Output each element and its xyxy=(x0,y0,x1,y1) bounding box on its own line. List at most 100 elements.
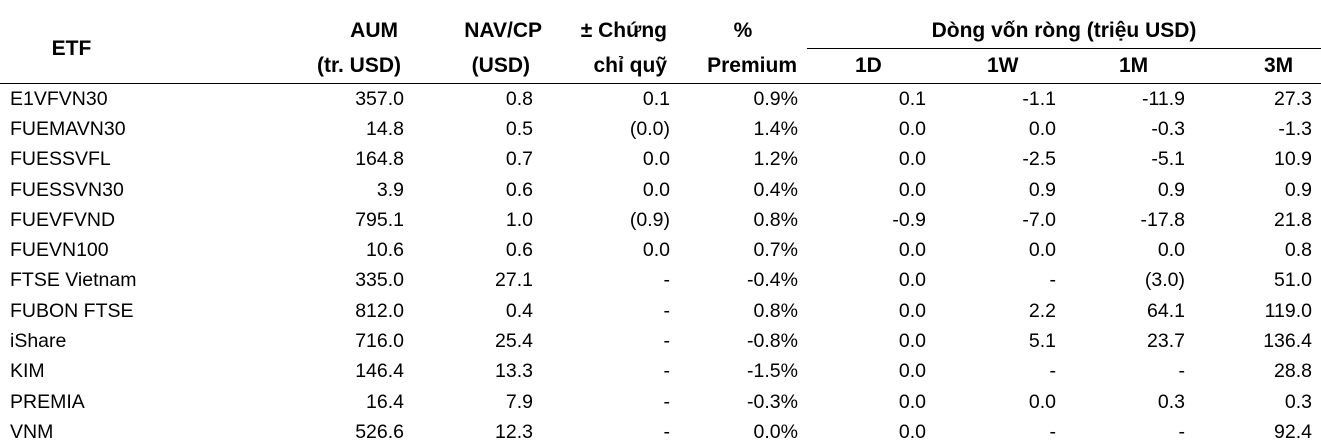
nav-value: 25.4 xyxy=(495,330,533,353)
nav-value: 0.6 xyxy=(505,239,533,262)
nav-value: 0.4 xyxy=(505,299,533,322)
premium-value: 0.9% xyxy=(753,87,798,110)
header-etf: ETF xyxy=(0,14,143,84)
chung-value: - xyxy=(663,269,671,292)
etf-name: FUEVFVND xyxy=(10,208,116,231)
premium-value: 1.2% xyxy=(753,148,798,171)
flow-1m-value: -17.8 xyxy=(1140,208,1185,231)
flow-1d-value: 0.0 xyxy=(898,117,926,140)
flow-1w-value: - xyxy=(1049,420,1057,443)
flow-1m-value: 23.7 xyxy=(1147,330,1185,353)
table-row: FTSE Vietnam 335.0 27.1 - -0.4% 0.0 - (3.0) 51.0 xyxy=(0,266,1321,296)
flow-1d-value: 0.0 xyxy=(898,269,926,292)
chung-value: 0.1 xyxy=(642,87,670,110)
premium-value: 0.7% xyxy=(753,239,798,262)
flow-3m-value: 0.8 xyxy=(1284,239,1312,262)
etf-name: FUEVN100 xyxy=(10,239,109,262)
etf-name: FUBON FTSE xyxy=(10,299,134,322)
etf-name: E1VFVN30 xyxy=(10,87,108,110)
premium-value: 0.8% xyxy=(753,208,798,231)
flow-1m-value: 0.3 xyxy=(1157,390,1185,413)
chung-value: - xyxy=(663,330,671,353)
flow-3m-value: 0.9 xyxy=(1284,178,1312,201)
table-row: KIM 146.4 13.3 - -1.5% 0.0 - - 28.8 xyxy=(0,357,1321,387)
nav-value: 0.6 xyxy=(505,178,533,201)
nav-value: 13.3 xyxy=(495,360,533,383)
flow-1m-value: 0.0 xyxy=(1157,239,1185,262)
aum-value: 526.6 xyxy=(355,420,404,443)
flow-1d-value: 0.1 xyxy=(898,87,926,110)
flow-1w-value: 0.9 xyxy=(1028,178,1056,201)
header-nav-line1: NAV/CP xyxy=(464,19,542,43)
flow-1m-value: -0.3 xyxy=(1151,117,1185,140)
header-row-1: ETF AUM NAV/CP ± Chứng % Dòng vốn ròng (… xyxy=(0,14,1321,84)
premium-value: 0.4% xyxy=(753,178,798,201)
table-row: FUBON FTSE 812.0 0.4 - 0.8% 0.0 2.2 64.1 119.0 xyxy=(0,296,1321,326)
aum-value: 335.0 xyxy=(355,269,404,292)
flow-1w-value: 5.1 xyxy=(1028,330,1056,353)
premium-value: -0.3% xyxy=(747,390,798,413)
header-premium-line1: % xyxy=(733,19,753,43)
header-period-3m: 3M xyxy=(1194,48,1321,84)
flow-1m-value: 0.9 xyxy=(1157,178,1185,201)
premium-value: -0.4% xyxy=(747,269,798,292)
table-row: E1VFVN30 357.0 0.8 0.1 0.9% 0.1 -1.1 -11.9 27.3 xyxy=(0,84,1321,115)
etf-name: KIM xyxy=(10,360,45,383)
header-aum-line2: (tr. USD) xyxy=(143,48,413,84)
flow-3m-value: 119.0 xyxy=(1264,299,1312,322)
premium-value: 0.0% xyxy=(753,420,798,443)
flow-1d-value: 0.0 xyxy=(898,178,926,201)
flow-3m-value: 92.4 xyxy=(1274,420,1312,443)
aum-value: 812.0 xyxy=(355,299,404,322)
aum-value: 716.0 xyxy=(355,330,404,353)
flow-3m-value: 136.4 xyxy=(1263,330,1312,353)
table-row: FUEVN100 10.6 0.6 0.0 0.7% 0.0 0.0 0.0 0.8 xyxy=(0,235,1321,265)
header-period-1d: 1D xyxy=(807,48,935,84)
aum-value: 146.4 xyxy=(355,360,404,383)
flow-1d-value: 0.0 xyxy=(898,148,926,171)
flow-1d-value: 0.0 xyxy=(898,390,926,413)
table-row: VNM 526.6 12.3 - 0.0% 0.0 - - 92.4 xyxy=(0,417,1321,447)
header-chung-line1: ± Chứng xyxy=(580,19,667,43)
chung-value: (0.9) xyxy=(629,208,670,231)
flow-1d-value: 0.0 xyxy=(898,360,926,383)
aum-value: 3.9 xyxy=(376,178,404,201)
table-row: PREMIA 16.4 7.9 - -0.3% 0.0 0.0 0.3 0.3 xyxy=(0,387,1321,417)
flow-1w-value: 0.0 xyxy=(1028,117,1056,140)
premium-value: 0.8% xyxy=(753,299,798,322)
nav-value: 1.0 xyxy=(505,208,533,231)
flow-1d-value: -0.9 xyxy=(892,208,926,231)
table-row: FUESSVN30 3.9 0.6 0.0 0.4% 0.0 0.9 0.9 0.9 xyxy=(0,175,1321,205)
flow-1w-value: -7.0 xyxy=(1022,208,1056,231)
etf-name: VNM xyxy=(10,420,54,443)
etf-name: FTSE Vietnam xyxy=(10,269,137,292)
etf-table: ETF AUM NAV/CP ± Chứng % Dòng vốn ròng (… xyxy=(0,14,1321,448)
header-chung-line2: chỉ quỹ xyxy=(542,48,679,84)
header-aum-line1: AUM xyxy=(350,19,398,43)
nav-value: 27.1 xyxy=(495,269,533,292)
aum-value: 10.6 xyxy=(366,239,404,262)
flow-3m-value: -1.3 xyxy=(1278,117,1312,140)
etf-name: FUESSVN30 xyxy=(10,178,124,201)
header-period-1m: 1M xyxy=(1065,48,1194,84)
flow-1m-value: (3.0) xyxy=(1144,269,1185,292)
header-period-1w: 1W xyxy=(935,48,1065,84)
flow-1w-value: -2.5 xyxy=(1022,148,1056,171)
etf-name: FUEMAVN30 xyxy=(10,117,126,140)
flow-1w-value: 0.0 xyxy=(1028,390,1056,413)
flow-1d-value: 0.0 xyxy=(898,330,926,353)
aum-value: 16.4 xyxy=(366,390,404,413)
table-row: FUEMAVN30 14.8 0.5 (0.0) 1.4% 0.0 0.0 -0.3 -1.3 xyxy=(0,114,1321,144)
chung-value: 0.0 xyxy=(642,148,670,171)
etf-name: PREMIA xyxy=(10,390,85,413)
flow-1w-value: - xyxy=(1049,269,1057,292)
chung-value: (0.0) xyxy=(629,117,670,140)
flow-1m-value: 64.1 xyxy=(1147,299,1185,322)
flow-1m-value: - xyxy=(1178,360,1186,383)
nav-value: 0.8 xyxy=(505,87,533,110)
aum-value: 795.1 xyxy=(355,208,404,231)
table-row: FUEVFVND 795.1 1.0 (0.9) 0.8% -0.9 -7.0 -17.8 21… xyxy=(0,205,1321,235)
flow-1m-value: -11.9 xyxy=(1142,87,1185,110)
flow-1d-value: 0.0 xyxy=(898,299,926,322)
nav-value: 0.5 xyxy=(505,117,533,140)
